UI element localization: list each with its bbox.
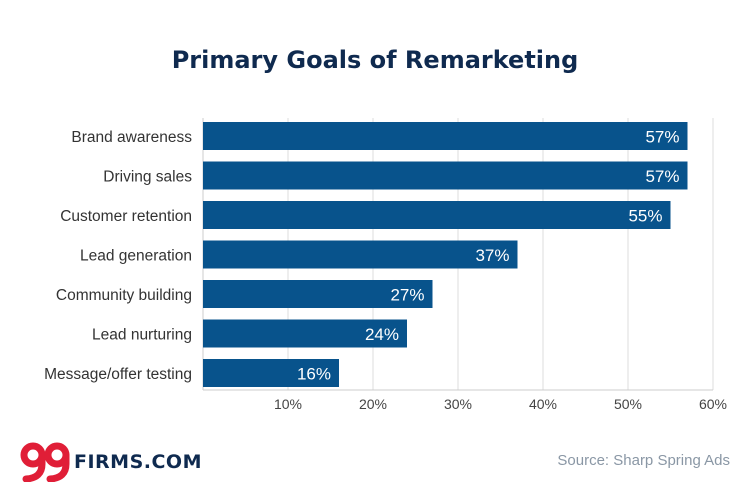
- source-note: Source: Sharp Spring Ads: [557, 452, 730, 469]
- bar-3: [203, 201, 671, 229]
- x-tick-label-30: 30%: [444, 396, 472, 412]
- chart-title: Primary Goals of Remarketing: [171, 46, 579, 74]
- value-label-1: 57%: [645, 128, 679, 147]
- value-label-2: 57%: [645, 167, 679, 186]
- category-label-5: Community building: [56, 287, 192, 304]
- category-label-2: Driving sales: [103, 169, 192, 186]
- category-label-7: Message/offer testing: [44, 366, 192, 383]
- value-label-7: 16%: [297, 365, 331, 384]
- x-tick-label-10: 10%: [274, 396, 302, 412]
- value-label-4: 37%: [475, 246, 509, 265]
- value-label-6: 24%: [365, 325, 399, 344]
- bar-2: [203, 161, 688, 190]
- bar-7: [203, 359, 339, 387]
- x-tick-label-20: 20%: [359, 396, 387, 412]
- bar-1: [203, 122, 688, 150]
- value-label-3: 55%: [628, 207, 662, 226]
- category-label-6: Lead nurturing: [92, 327, 192, 344]
- x-tick-label-60: 60%: [699, 396, 727, 412]
- x-tick-label-40: 40%: [529, 396, 557, 412]
- logo-99-icon: [20, 442, 70, 482]
- bar-5: [203, 280, 433, 308]
- logo[interactable]: FIRMS.COM: [20, 440, 202, 484]
- category-label-4: Lead generation: [80, 248, 192, 265]
- category-label-1: Brand awareness: [71, 129, 192, 146]
- bar-6: [203, 319, 407, 348]
- logo-text: FIRMS.COM: [74, 451, 202, 473]
- x-tick-label-50: 50%: [614, 396, 642, 412]
- category-label-3: Customer retention: [60, 208, 192, 225]
- value-label-5: 27%: [390, 286, 424, 305]
- bar-chart: Brand awareness 57% Driving sales 57% Custom…: [44, 118, 727, 412]
- bar-4: [203, 240, 518, 269]
